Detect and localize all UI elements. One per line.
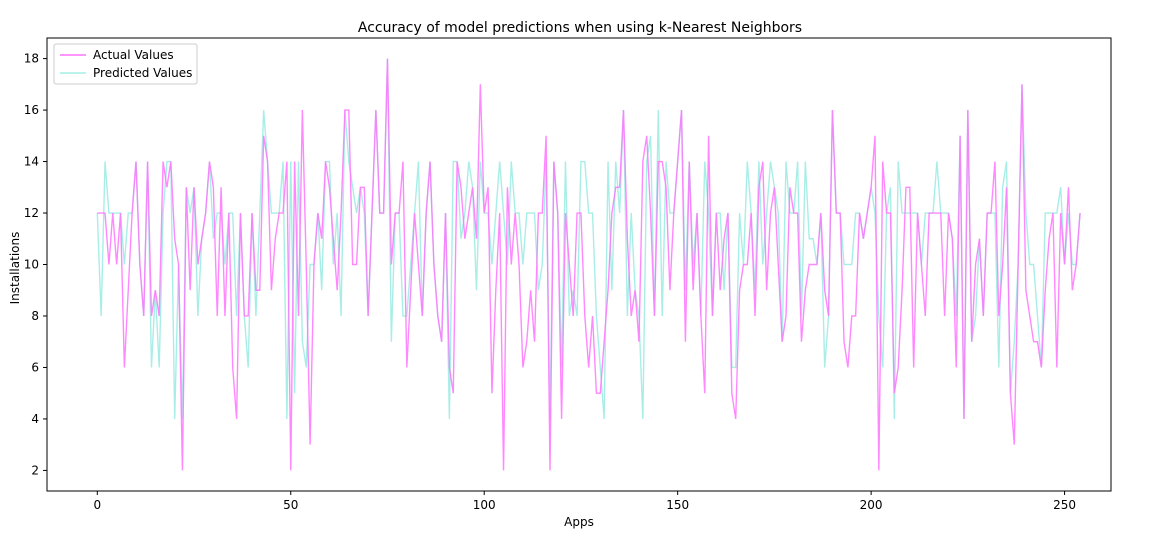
y-tick-label: 2 [31,463,39,477]
y-tick-label: 4 [31,412,39,426]
x-axis: 0 50 100 150 200 250 [93,491,1076,512]
series-line-actual-values [97,58,1081,471]
y-tick-label: 14 [24,155,39,169]
y-tick-label: 6 [31,360,39,374]
series-line-predicted-values [96,58,1081,419]
y-tick-label: 18 [24,52,39,66]
x-tick-label: 50 [283,498,298,512]
legend: Actual Values Predicted Values [53,43,198,85]
x-tick-label: 250 [1053,498,1076,512]
x-tick-label: 100 [473,498,496,512]
x-tick-label: 200 [860,498,883,512]
y-axis: 2 4 6 8 10 12 14 16 18 [24,52,47,477]
x-tick-label: 150 [666,498,689,512]
y-tick-label: 8 [31,309,39,323]
legend-label-actual: Actual Values [93,48,174,62]
x-tick-label: 0 [93,498,101,512]
legend-label-predicted: Predicted Values [93,66,192,80]
chart-title: Accuracy of model predictions when using… [358,20,802,36]
plot-area [96,58,1081,471]
y-tick-label: 12 [24,206,39,220]
y-tick-label: 16 [24,103,39,117]
y-axis-label: Installations [8,232,22,305]
y-tick-label: 10 [24,258,39,272]
legend-box [53,43,198,85]
x-axis-label: Apps [564,515,594,529]
